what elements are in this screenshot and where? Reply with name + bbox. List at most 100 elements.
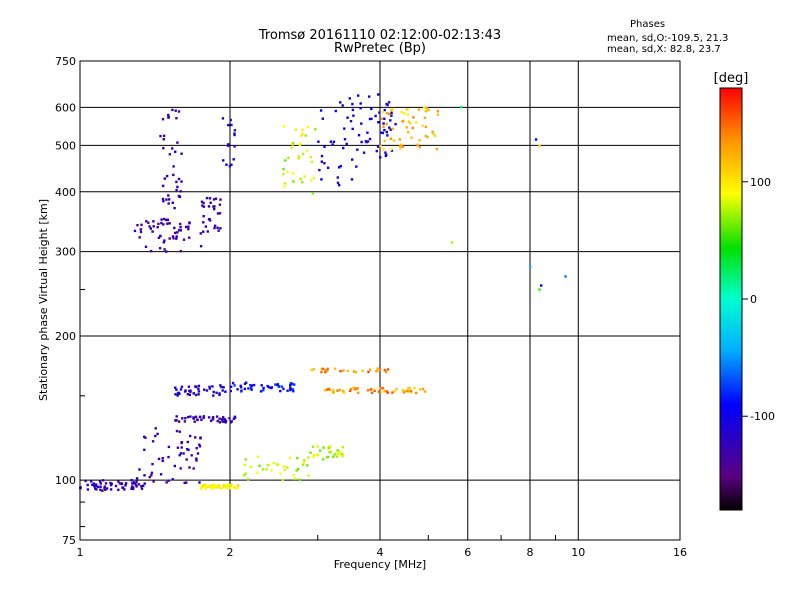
data-point bbox=[222, 416, 225, 419]
data-point bbox=[161, 457, 164, 460]
data-point bbox=[312, 455, 315, 458]
data-point bbox=[424, 390, 427, 393]
data-point bbox=[200, 200, 204, 203]
data-point bbox=[178, 430, 181, 433]
data-point bbox=[291, 388, 294, 391]
data-point bbox=[417, 108, 421, 111]
data-point bbox=[262, 389, 265, 392]
data-point bbox=[228, 486, 232, 490]
data-point bbox=[173, 206, 176, 210]
data-point bbox=[204, 225, 208, 228]
data-point bbox=[178, 454, 181, 457]
data-point bbox=[338, 166, 341, 169]
data-point bbox=[228, 165, 232, 168]
data-point bbox=[182, 238, 186, 241]
data-point bbox=[324, 369, 327, 372]
data-point bbox=[322, 446, 325, 449]
data-point bbox=[177, 110, 181, 113]
data-point bbox=[214, 197, 218, 200]
data-point bbox=[240, 389, 243, 392]
data-point bbox=[222, 484, 225, 487]
data-point bbox=[247, 387, 250, 390]
data-point bbox=[94, 484, 97, 488]
data-point bbox=[213, 205, 216, 208]
data-point bbox=[162, 138, 165, 141]
data-point bbox=[378, 368, 382, 371]
data-point bbox=[233, 486, 237, 489]
data-point bbox=[174, 150, 177, 153]
data-point bbox=[351, 102, 354, 106]
data-point bbox=[167, 479, 170, 482]
data-point bbox=[418, 139, 421, 142]
data-point bbox=[272, 461, 276, 465]
data-point bbox=[162, 200, 165, 203]
data-point bbox=[421, 124, 424, 127]
data-point bbox=[423, 116, 427, 119]
data-point bbox=[401, 145, 404, 148]
y-tick-label: 400 bbox=[55, 186, 76, 199]
data-point bbox=[229, 389, 232, 393]
data-point bbox=[86, 483, 89, 487]
data-point bbox=[343, 138, 347, 141]
data-point bbox=[202, 215, 205, 218]
data-point bbox=[186, 393, 190, 396]
data-point bbox=[380, 386, 384, 390]
data-point bbox=[320, 160, 323, 163]
data-point bbox=[165, 198, 168, 201]
data-point bbox=[355, 165, 358, 168]
data-point bbox=[202, 230, 205, 233]
data-point bbox=[213, 224, 217, 227]
x-tick-label: 2 bbox=[227, 546, 234, 559]
data-point bbox=[357, 94, 360, 97]
data-point bbox=[180, 180, 183, 183]
data-point bbox=[195, 447, 198, 450]
data-point bbox=[292, 474, 295, 477]
data-point bbox=[326, 369, 329, 372]
data-point bbox=[243, 387, 246, 391]
data-point bbox=[335, 455, 339, 458]
data-point bbox=[193, 420, 196, 423]
data-point bbox=[171, 478, 174, 481]
data-point bbox=[294, 128, 298, 131]
data-point bbox=[104, 488, 107, 491]
data-point bbox=[385, 153, 388, 156]
data-point bbox=[282, 387, 285, 391]
data-point bbox=[181, 417, 184, 420]
y-tick-label: 750 bbox=[55, 55, 76, 68]
data-point bbox=[166, 222, 169, 225]
data-point bbox=[135, 485, 138, 488]
data-point bbox=[152, 225, 155, 228]
data-point bbox=[219, 384, 222, 387]
data-point bbox=[378, 111, 381, 114]
y-tick-label: 600 bbox=[55, 101, 76, 114]
data-point bbox=[274, 383, 277, 386]
data-point bbox=[165, 250, 168, 253]
x-tick-label: 6 bbox=[464, 546, 471, 559]
colorbar bbox=[719, 87, 743, 511]
data-point bbox=[356, 148, 359, 151]
data-point bbox=[352, 370, 356, 373]
data-point bbox=[406, 388, 410, 391]
data-point bbox=[211, 385, 214, 388]
data-point bbox=[211, 486, 214, 489]
data-point bbox=[217, 229, 220, 232]
data-point bbox=[283, 125, 286, 128]
data-point bbox=[229, 484, 233, 487]
colorbar-tick-label: 100 bbox=[750, 176, 771, 189]
data-point bbox=[383, 139, 386, 143]
data-point bbox=[225, 163, 228, 166]
data-point bbox=[388, 126, 391, 129]
data-point bbox=[376, 145, 380, 148]
data-point bbox=[386, 368, 390, 371]
data-point bbox=[175, 180, 178, 184]
data-point bbox=[385, 112, 389, 115]
data-point bbox=[329, 445, 332, 448]
data-point bbox=[99, 485, 102, 488]
data-point bbox=[95, 483, 98, 486]
data-point bbox=[381, 131, 384, 135]
data-point bbox=[196, 418, 199, 421]
data-point bbox=[360, 122, 363, 125]
data-point bbox=[117, 480, 120, 483]
data-point bbox=[327, 387, 330, 391]
data-point bbox=[538, 144, 541, 148]
